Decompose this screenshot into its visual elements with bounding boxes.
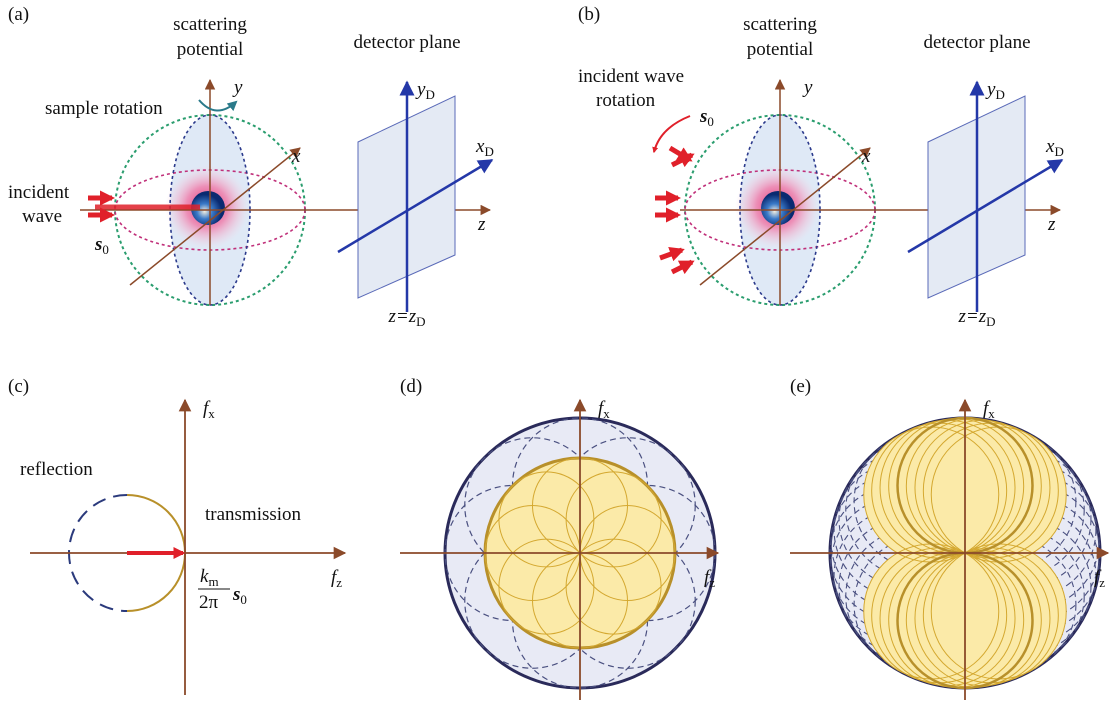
- axis-label: z=zD: [958, 306, 996, 329]
- caption: detector plane: [923, 32, 1030, 53]
- vector-label: s0: [232, 584, 247, 607]
- axis-label: x: [861, 146, 871, 167]
- caption: wave: [22, 206, 62, 227]
- symbol: y: [415, 79, 426, 100]
- axis-label: z: [477, 214, 486, 235]
- caption: incident: [8, 182, 70, 203]
- caption: reflection: [20, 459, 93, 480]
- subscript: m: [208, 574, 218, 589]
- axis-label: y: [232, 77, 243, 98]
- axis-label: z=zD: [388, 306, 426, 329]
- axis-label: y: [802, 77, 813, 98]
- symbol: s: [699, 106, 707, 127]
- caption: potential: [747, 39, 813, 60]
- source-label: s0: [94, 234, 109, 257]
- symbol: s: [94, 234, 102, 255]
- caption: scattering: [173, 14, 247, 35]
- rotation-arrow: [199, 100, 236, 111]
- axis-label: z: [1047, 214, 1056, 235]
- symbol: z=z: [388, 306, 417, 327]
- figure: (a)scatteringpotentialdetector planezxyy…: [0, 0, 1116, 711]
- symbol: y: [985, 79, 996, 100]
- subscript: x: [988, 406, 995, 421]
- subscript: D: [416, 314, 425, 329]
- subscript: 0: [707, 114, 714, 129]
- axis-label: xD: [475, 136, 494, 159]
- caption: detector plane: [353, 32, 460, 53]
- axis-label: xD: [1045, 136, 1064, 159]
- axis-label: x: [291, 146, 301, 167]
- sample: [761, 191, 795, 225]
- panel-label: (b): [578, 4, 600, 25]
- panel-label: (e): [790, 376, 811, 397]
- wave-arrow: [660, 250, 682, 258]
- subscript: z: [336, 575, 342, 590]
- subscript: 0: [102, 242, 109, 257]
- wave-arrow: [672, 262, 692, 272]
- axis-label: fz: [331, 567, 342, 590]
- subscript: D: [484, 144, 493, 159]
- caption: incident wave: [578, 66, 684, 87]
- fraction-numerator: km: [200, 566, 219, 589]
- panel-label: (c): [8, 376, 29, 397]
- axis-label: fx: [203, 398, 215, 421]
- subscript: z: [1099, 575, 1105, 590]
- axis-label: yD: [415, 79, 435, 102]
- axis-label: fx: [983, 398, 995, 421]
- caption: potential: [177, 39, 243, 60]
- panel-label: (a): [8, 4, 29, 25]
- caption: scattering: [743, 14, 817, 35]
- subscript: x: [208, 406, 215, 421]
- axis-label: yD: [985, 79, 1005, 102]
- axis-label: fx: [598, 398, 610, 421]
- subscript: D: [1054, 144, 1063, 159]
- fraction-denominator: 2π: [199, 592, 219, 613]
- subscript: D: [425, 87, 434, 102]
- caption: sample rotation: [45, 98, 163, 119]
- caption: rotation: [596, 90, 656, 111]
- caption: transmission: [205, 504, 302, 525]
- subscript: D: [995, 87, 1004, 102]
- subscript: 0: [240, 592, 247, 607]
- panel-label: (d): [400, 376, 422, 397]
- source-label: s0: [699, 106, 714, 129]
- symbol: z=z: [958, 306, 987, 327]
- subscript: z: [709, 575, 715, 590]
- subscript: D: [986, 314, 995, 329]
- symbol: s: [232, 584, 240, 605]
- subscript: x: [603, 406, 610, 421]
